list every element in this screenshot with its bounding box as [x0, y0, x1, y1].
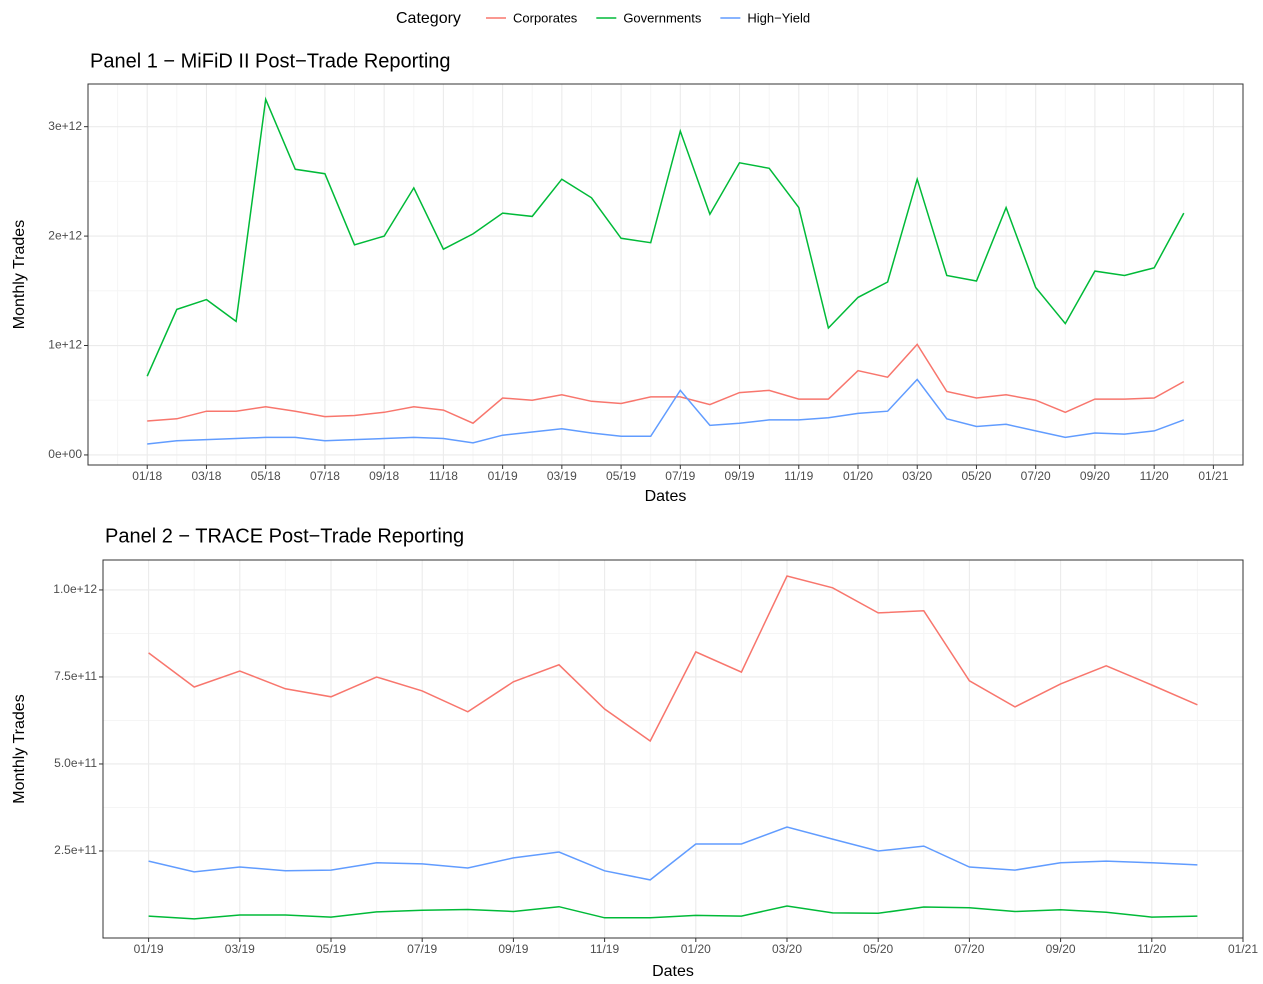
x-tick-label: 03/19: [547, 469, 577, 483]
y-axis-title: Monthly Trades: [11, 694, 28, 803]
x-tick-label: 09/19: [498, 942, 528, 956]
x-tick-label: 03/20: [772, 942, 802, 956]
legend-title: Category: [396, 10, 461, 27]
x-tick-label: 03/18: [191, 469, 221, 483]
x-tick-label: 05/20: [863, 942, 893, 956]
series-line: [148, 905, 1198, 920]
x-tick-label: 07/19: [407, 942, 437, 956]
series-line: [148, 826, 1198, 881]
y-tick-label: 2.5e+11: [54, 843, 97, 857]
x-tick-label: 09/18: [369, 469, 399, 483]
x-tick-label: 01/20: [681, 942, 711, 956]
x-axis-title: Dates: [645, 488, 687, 505]
x-tick-label: 09/20: [1046, 942, 1076, 956]
series-line: [147, 378, 1185, 445]
x-tick-label: 11/20: [1140, 469, 1169, 483]
y-tick-label: 5.0e+11: [54, 756, 97, 770]
x-tick-label: 09/20: [1080, 469, 1110, 483]
x-tick-label: 11/19: [784, 469, 813, 483]
x-tick-label: 05/18: [251, 469, 281, 483]
series-line: [148, 575, 1198, 743]
x-tick-label: 11/20: [1137, 942, 1166, 956]
x-tick-label: 05/19: [606, 469, 636, 483]
y-tick-label: 1.0e+12: [53, 582, 97, 596]
x-tick-label: 01/19: [134, 942, 164, 956]
x-tick-label: 03/20: [902, 469, 932, 483]
x-tick-label: 11/18: [429, 469, 458, 483]
x-tick-label: 03/19: [225, 942, 255, 956]
series-line: [146, 96, 1185, 377]
legend-label: Governments: [623, 10, 702, 25]
legend-label: High−Yield: [747, 10, 810, 25]
legend-label: Corporates: [513, 10, 578, 25]
x-tick-label: 09/19: [725, 469, 755, 483]
x-tick-label: 01/20: [843, 469, 873, 483]
panel-title: Panel 1 − MiFiD II Post−Trade Reporting: [90, 50, 451, 72]
x-tick-label: 07/18: [310, 469, 340, 483]
y-tick-label: 7.5e+11: [54, 669, 97, 683]
series-line: [147, 343, 1185, 425]
panel-border: [102, 559, 1244, 939]
x-tick-label: 07/20: [1021, 469, 1051, 483]
x-tick-label: 07/20: [954, 942, 984, 956]
x-tick-label: 05/19: [316, 942, 346, 956]
y-tick-label: 0e+00: [48, 447, 82, 461]
y-tick-label: 3e+12: [48, 119, 82, 133]
panel-title: Panel 2 − TRACE Post−Trade Reporting: [105, 525, 464, 547]
x-tick-label: 01/18: [132, 469, 162, 483]
x-axis-title: Dates: [652, 963, 694, 980]
panel-border: [87, 83, 1244, 466]
y-tick-label: 2e+12: [48, 228, 82, 242]
x-tick-label: 11/19: [590, 942, 619, 956]
y-tick-label: 1e+12: [48, 338, 82, 352]
x-tick-label: 07/19: [665, 469, 695, 483]
y-axis-title: Monthly Trades: [11, 220, 28, 329]
x-tick-label: 01/21: [1198, 469, 1228, 483]
x-tick-label: 01/19: [488, 469, 518, 483]
x-tick-label: 01/21: [1228, 942, 1258, 956]
x-tick-label: 05/20: [961, 469, 991, 483]
